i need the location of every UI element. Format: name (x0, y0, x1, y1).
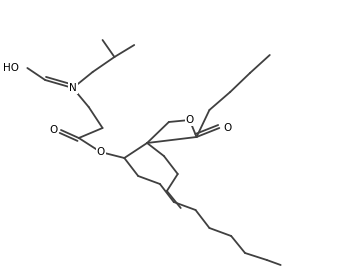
Text: O: O (223, 123, 231, 133)
Text: N: N (69, 83, 77, 93)
Text: HO: HO (3, 63, 19, 73)
Text: O: O (185, 115, 194, 125)
Text: O: O (49, 125, 57, 135)
Text: O: O (96, 147, 105, 157)
